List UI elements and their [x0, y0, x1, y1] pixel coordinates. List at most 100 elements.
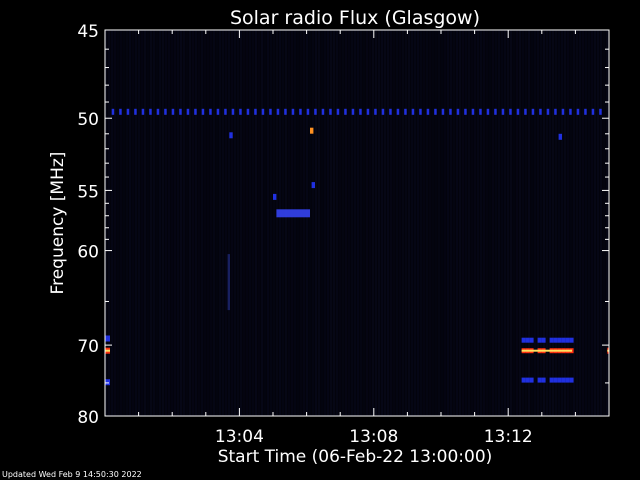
- noise-column: [315, 30, 317, 416]
- x-tick-label: 13:08: [349, 427, 398, 447]
- interference-dot: [404, 108, 407, 115]
- noise-column: [333, 30, 335, 416]
- noise-column: [159, 30, 161, 416]
- noise-column: [228, 30, 230, 416]
- interference-dot: [306, 108, 310, 115]
- noise-column: [438, 30, 440, 416]
- noise-column: [606, 30, 608, 416]
- interference-dot: [336, 108, 340, 115]
- emission-spot: [229, 132, 233, 139]
- noise-column: [183, 30, 185, 416]
- interference-dot: [299, 108, 302, 115]
- emission-band-segment: [529, 337, 534, 343]
- noise-column: [270, 30, 272, 416]
- noise-column: [273, 30, 275, 416]
- emission-spot: [311, 182, 315, 189]
- y-tick-label: 55: [77, 182, 99, 202]
- noise-column: [162, 30, 164, 416]
- noise-column: [522, 30, 524, 416]
- interference-dot: [501, 108, 505, 115]
- emission-band-segment: [549, 337, 554, 343]
- noise-column: [180, 30, 182, 416]
- noise-column: [213, 30, 215, 416]
- emission-band-segment: [549, 377, 554, 383]
- noise-column: [420, 30, 422, 416]
- interference-dot: [171, 108, 175, 115]
- interference-dot: [291, 108, 295, 115]
- noise-column: [210, 30, 212, 416]
- interference-dot: [554, 108, 557, 115]
- noise-column: [327, 30, 329, 416]
- noise-column: [186, 30, 188, 416]
- emission-band-segment: [561, 337, 566, 343]
- noise-column: [570, 30, 572, 416]
- interference-dot: [509, 108, 512, 115]
- noise-column: [216, 30, 218, 416]
- edge-emission-core: [607, 349, 610, 352]
- emission-band-segment: [537, 377, 542, 383]
- noise-column: [339, 30, 341, 416]
- noise-column: [153, 30, 155, 416]
- emission-band-segment: [561, 377, 566, 383]
- interference-dot: [411, 108, 415, 115]
- noise-column: [534, 30, 536, 416]
- noise-column: [192, 30, 194, 416]
- noise-column: [276, 30, 278, 416]
- noise-column: [204, 30, 206, 416]
- emission-band-core: [521, 349, 572, 352]
- interference-dot: [359, 108, 362, 115]
- interference-dot: [479, 108, 482, 115]
- noise-column: [495, 30, 497, 416]
- emission-band-segment: [529, 377, 534, 383]
- noise-column: [597, 30, 599, 416]
- noise-column: [189, 30, 191, 416]
- y-tick-label: 45: [77, 22, 99, 42]
- interference-dot: [276, 108, 280, 115]
- interference-dot: [284, 108, 287, 115]
- interference-dot: [224, 108, 227, 115]
- noise-column: [579, 30, 581, 416]
- noise-column: [324, 30, 326, 416]
- noise-column: [246, 30, 248, 416]
- interference-dot: [321, 108, 325, 115]
- noise-column: [330, 30, 332, 416]
- noise-column: [318, 30, 320, 416]
- noise-column: [198, 30, 200, 416]
- noise-column: [231, 30, 233, 416]
- edge-emission: [105, 379, 110, 386]
- noise-column: [423, 30, 425, 416]
- noise-column: [114, 30, 116, 416]
- interference-dot: [134, 108, 137, 115]
- noise-column: [444, 30, 446, 416]
- noise-column: [147, 30, 149, 416]
- noise-column: [249, 30, 251, 416]
- interference-dot: [351, 108, 355, 115]
- interference-dot: [426, 108, 430, 115]
- noise-column: [489, 30, 491, 416]
- noise-column: [237, 30, 239, 416]
- noise-column: [351, 30, 353, 416]
- noise-column: [132, 30, 134, 416]
- interference-dot: [561, 108, 565, 115]
- noise-column: [165, 30, 167, 416]
- noise-column: [513, 30, 515, 416]
- emission-band-segment: [521, 337, 526, 343]
- noise-column: [378, 30, 380, 416]
- noise-column: [225, 30, 227, 416]
- noise-column: [405, 30, 407, 416]
- y-tick-label: 50: [77, 110, 99, 130]
- noise-column: [456, 30, 458, 416]
- emission-spot: [273, 193, 277, 200]
- noise-column: [240, 30, 242, 416]
- emission-band-segment: [557, 377, 562, 383]
- noise-column: [564, 30, 566, 416]
- noise-column: [477, 30, 479, 416]
- noise-column: [243, 30, 245, 416]
- noise-column: [450, 30, 452, 416]
- noise-column: [201, 30, 203, 416]
- noise-column: [345, 30, 347, 416]
- noise-column: [144, 30, 146, 416]
- interference-dot: [141, 108, 145, 115]
- noise-column: [561, 30, 563, 416]
- y-tick-label: 80: [77, 408, 99, 428]
